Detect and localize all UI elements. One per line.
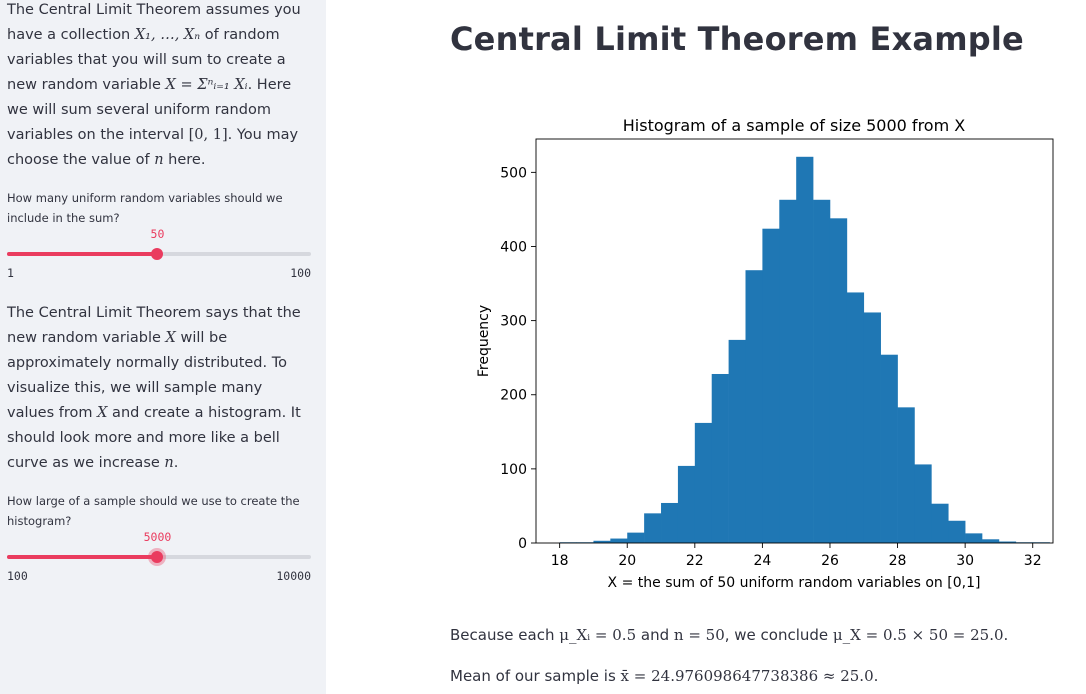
- histogram-bar: [948, 520, 966, 543]
- histogram-bar: [661, 502, 679, 543]
- histogram-bar: [982, 539, 1000, 543]
- histogram-bar: [796, 156, 814, 543]
- histogram-bar: [593, 540, 611, 543]
- chart-title: Histogram of a sample of size 5000 from …: [623, 116, 965, 135]
- intro-math-3: [0, 1]: [188, 127, 228, 143]
- x-tick-label: 24: [753, 553, 771, 569]
- histogram-bar: [779, 199, 797, 543]
- mean-math-1: x̄ = 24.976098647738386 ≈ 25.0: [620, 667, 874, 685]
- x-axis-label: X = the sum of 50 uniform random variabl…: [608, 575, 981, 591]
- intro-text-3: . Here we will sum several uniform rando…: [7, 77, 292, 143]
- conclusion-text-2: and: [636, 626, 674, 644]
- histogram-bar: [627, 532, 645, 543]
- sidebar-clt-text: The Central Limit Theorem says that the …: [7, 301, 312, 476]
- sidebar: The Central Limit Theorem assumes you ha…: [0, 0, 326, 694]
- x-tick-label: 20: [618, 553, 636, 569]
- histogram-bar: [677, 465, 696, 543]
- x-tick-label: 22: [686, 553, 704, 569]
- slider-fill: [7, 555, 158, 559]
- histogram-bar: [829, 218, 848, 543]
- intro-math-2: X = Σⁿᵢ₌₁ Xᵢ: [165, 77, 248, 93]
- slider-value: 5000: [143, 530, 172, 544]
- conclusion-text-4: .: [1003, 626, 1009, 644]
- x-tick-label: 32: [1024, 553, 1042, 569]
- y-tick-label: 200: [500, 388, 527, 404]
- slider-n-label: How many uniform random variables should…: [7, 191, 283, 225]
- intro-text-4: . You may choose the value of: [7, 127, 299, 168]
- conclusion-math-2: n = 50: [673, 626, 725, 644]
- slider-max: 10000: [276, 569, 311, 583]
- slider-sample-label: How large of a sample should we use to c…: [7, 494, 300, 528]
- conclusion-text-3: , we conclude: [724, 626, 833, 644]
- plot-frame: [535, 138, 1054, 544]
- clt-math-3: n: [164, 455, 174, 471]
- histogram-bar: [745, 270, 763, 543]
- clt-text-2: will be approximately normally distribut…: [7, 330, 287, 421]
- histogram-bars: [559, 156, 1050, 543]
- histogram-bar: [762, 228, 780, 543]
- num-variables-slider[interactable]: 50 1 100: [7, 227, 311, 293]
- sample-size-slider[interactable]: 5000 100 10000: [7, 530, 311, 596]
- histogram-bar: [998, 541, 1017, 543]
- histogram-bar: [644, 513, 662, 543]
- clt-text-1: The Central Limit Theorem says that the …: [7, 305, 301, 346]
- x-tick-label: 26: [821, 553, 839, 569]
- y-tick-label: 300: [500, 314, 527, 330]
- slider-min: 100: [7, 569, 28, 583]
- mean-text-2: .: [873, 667, 879, 685]
- histogram-bar: [711, 373, 729, 543]
- histogram-bar: [897, 407, 915, 543]
- intro-math-1: X₁, …, Xₙ: [134, 27, 201, 43]
- intro-text-1: The Central Limit Theorem assumes you ha…: [7, 2, 301, 43]
- conclusion-text: Because each μ_Xᵢ = 0.5 and n = 50, we c…: [450, 626, 1008, 644]
- clt-text-4: .: [173, 455, 179, 471]
- slider-min: 1: [7, 266, 14, 280]
- x-ticks: 18 20 22 24 26 28 30 32: [551, 543, 1042, 569]
- y-ticks: 0 100 200 300 400 500: [500, 165, 536, 552]
- clt-math-2: X: [97, 405, 108, 421]
- clt-text-3: and create a histogram. It should look m…: [7, 405, 301, 471]
- slider-thumb[interactable]: [151, 551, 164, 563]
- x-tick-label: 18: [551, 553, 569, 569]
- intro-text-5: here.: [163, 152, 206, 168]
- intro-math-4: n: [154, 152, 164, 168]
- conclusion-text-1: Because each: [450, 626, 560, 644]
- histogram-bar: [846, 292, 865, 543]
- histogram-bar: [610, 538, 628, 543]
- y-tick-label: 100: [500, 462, 527, 478]
- histogram-bar: [965, 533, 983, 543]
- page-title: Central Limit Theorem Example: [450, 20, 1024, 58]
- histogram-chart: 18 20 22 24 26 28 30 32 0 100 200 300 400 500 Histog…: [476, 116, 1054, 591]
- histogram-bar: [914, 464, 932, 543]
- histogram-bar: [863, 312, 881, 543]
- slider-max: 100: [290, 266, 311, 280]
- sample-mean-text: Mean of our sample is x̄ = 24.9760986477…: [450, 667, 878, 685]
- intro-text-2: of random variables that you will sum to…: [7, 27, 286, 93]
- histogram-bar: [813, 199, 831, 543]
- x-tick-label: 28: [889, 553, 907, 569]
- histogram-bar: [728, 339, 746, 543]
- y-axis-label: Frequency: [476, 305, 492, 377]
- conclusion-math-1: μ_Xᵢ = 0.5: [559, 626, 637, 644]
- x-tick-label: 30: [956, 553, 974, 569]
- conclusion-math-3: μ_X = 0.5 × 50 = 25.0: [832, 626, 1004, 644]
- slider-value: 50: [150, 227, 165, 241]
- mean-text-1: Mean of our sample is: [450, 667, 621, 685]
- clt-math-1: X: [165, 330, 176, 346]
- y-tick-label: 0: [518, 536, 527, 552]
- histogram-bar: [931, 503, 949, 543]
- slider-thumb[interactable]: [151, 248, 164, 260]
- histogram-bar: [694, 422, 713, 543]
- slider-fill: [7, 252, 158, 256]
- sidebar-intro-text: The Central Limit Theorem assumes you ha…: [7, 0, 312, 173]
- histogram-bar: [880, 354, 898, 543]
- y-tick-label: 500: [500, 165, 527, 181]
- y-tick-label: 400: [500, 239, 527, 255]
